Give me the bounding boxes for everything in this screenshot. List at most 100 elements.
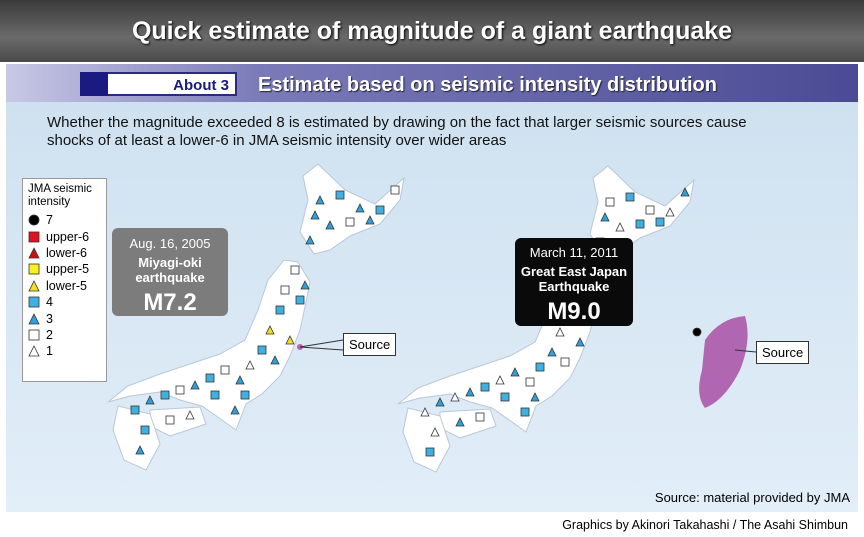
legend-item: 7: [28, 212, 101, 228]
legend-symbol: [28, 263, 40, 275]
intensity-symbol: [28, 329, 40, 341]
intensity-symbol: [165, 415, 175, 425]
legend-item: 1: [28, 343, 101, 359]
legend-label: 4: [46, 295, 53, 310]
intensity-symbol: [130, 405, 140, 415]
legend: JMA seismic intensity 7 upper-6 lower-6 upp…: [22, 178, 107, 382]
intensity-symbol: [265, 325, 275, 335]
intensity-symbol: [655, 217, 665, 227]
magnitude: M7.2: [143, 289, 197, 316]
legend-title: JMA seismic intensity: [28, 183, 92, 208]
legend-symbol: [28, 247, 40, 259]
intensity-symbol: [28, 345, 40, 357]
intensity-symbol: [375, 205, 385, 215]
legend-symbol: [28, 214, 40, 226]
intensity-symbol: [495, 375, 505, 385]
intensity-symbol: [28, 214, 40, 226]
intensity-symbol: [305, 235, 315, 245]
intensity-symbol: [665, 207, 675, 217]
legend-symbol: [28, 312, 40, 324]
intensity-symbol: [680, 187, 690, 197]
intensity-symbol: [245, 360, 255, 370]
intensity-symbol: [450, 392, 460, 402]
source-note: Source: material provided by JMA: [654, 490, 850, 505]
intensity-symbol: [560, 357, 570, 367]
intensity-symbol: [290, 265, 300, 275]
intensity-symbol: [525, 377, 535, 387]
badge-block: [80, 72, 108, 96]
intensity-symbol: [280, 285, 290, 295]
intensity-symbol: [145, 395, 155, 405]
heading: Estimate based on seismic intensity dist…: [258, 74, 717, 96]
legend-item: lower-5: [28, 278, 101, 294]
intensity-symbol: [500, 392, 510, 402]
intensity-symbol: [300, 280, 310, 290]
intensity-symbol: [185, 410, 195, 420]
intensity-symbol: [240, 390, 250, 400]
intensity-symbol: [28, 231, 40, 242]
magnitude: M9.0: [547, 298, 601, 325]
legend-label: upper-6: [46, 229, 90, 244]
title: Quick estimate of magnitude of a giant e…: [0, 0, 864, 62]
legend-symbol: [28, 329, 40, 341]
intensity-symbol: [28, 247, 40, 259]
intensity-symbol: [325, 220, 335, 230]
intensity-symbol: [520, 407, 530, 417]
intensity-symbol: [635, 219, 645, 229]
intensity-symbol: [480, 382, 490, 392]
intensity-symbol: [175, 385, 185, 395]
intensity-symbol: [315, 195, 325, 205]
info-box: March 11, 2011 Great East Japan Earthqua…: [515, 238, 633, 326]
intensity-symbol: [335, 190, 345, 200]
intensity-symbol: [425, 447, 435, 457]
intensity-symbol: [600, 212, 610, 222]
intensity-symbol: [295, 295, 305, 305]
credit: Graphics by Akinori Takahashi / The Asah…: [562, 518, 848, 532]
intensity-symbol: [390, 185, 400, 195]
info-box: Aug. 16, 2005 Miyagi-oki earthquake M7.2: [112, 228, 228, 316]
intensity-symbol: [270, 355, 280, 365]
intensity-symbol: [615, 222, 625, 232]
legend-symbol: [28, 345, 40, 357]
legend-symbol: [28, 231, 40, 242]
intensity-symbol: [190, 380, 200, 390]
intensity-symbol: [430, 427, 440, 437]
intensity-symbol: [645, 205, 655, 215]
legend-symbol: [28, 279, 40, 292]
intensity-symbol: [235, 375, 245, 385]
intensity-symbol: [275, 305, 285, 315]
intensity-symbol: [420, 407, 430, 417]
intensity-symbol: [465, 387, 475, 397]
intensity-symbol: [220, 365, 230, 375]
intensity-symbol: [435, 397, 445, 407]
intensity-symbol: [28, 279, 40, 292]
intensity-symbol: [205, 373, 215, 383]
intensity-symbol: [625, 192, 635, 202]
quake-name: Miyagi-oki earthquake: [135, 255, 205, 285]
intensity-symbol: [355, 203, 365, 213]
intensity-symbol: [28, 296, 40, 308]
source-label: Source: [343, 333, 397, 356]
legend-label: 1: [46, 344, 53, 359]
source-label: Source: [756, 341, 810, 364]
intensity-symbol: [135, 445, 145, 455]
intensity-symbol: [28, 263, 40, 275]
legend-label: 2: [46, 327, 53, 342]
intensity-symbol: [310, 210, 320, 220]
quake-name: Great East Japan Earthquake: [520, 264, 628, 294]
intensity-symbol: [575, 337, 585, 347]
leader: [299, 346, 344, 351]
intensity-symbol: [475, 412, 485, 422]
intensity-symbol: [535, 362, 545, 372]
legend-item: 3: [28, 310, 101, 326]
intensity-symbol: [510, 367, 520, 377]
intensity-symbol: [547, 347, 557, 357]
legend-item: lower-6: [28, 245, 101, 261]
legend-label: 7: [46, 213, 53, 228]
legend-label: lower-6: [46, 245, 87, 260]
intensity-symbol: [257, 345, 267, 355]
intensity-symbol: [365, 215, 375, 225]
source-area: [699, 316, 748, 408]
intensity-symbol: [285, 335, 295, 345]
